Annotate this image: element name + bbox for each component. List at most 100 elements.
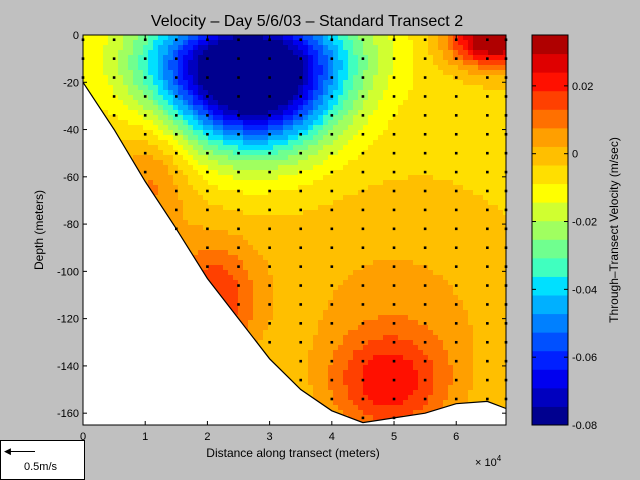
- field-cell: [343, 240, 349, 246]
- field-cell: [103, 105, 109, 111]
- field-cell: [328, 160, 334, 166]
- field-cell: [323, 195, 329, 201]
- field-cell: [383, 340, 389, 346]
- field-cell: [313, 355, 319, 361]
- field-cell: [483, 110, 489, 116]
- field-cell: [398, 115, 404, 121]
- field-cell: [238, 80, 244, 86]
- field-cell: [373, 260, 379, 266]
- field-cell: [173, 90, 179, 96]
- field-cell: [208, 85, 214, 91]
- field-cell: [378, 115, 384, 121]
- field-cell: [438, 225, 444, 231]
- field-cell: [228, 90, 234, 96]
- field-cell: [398, 50, 404, 56]
- field-cell: [353, 310, 359, 316]
- field-cell: [358, 295, 364, 301]
- field-cell: [168, 45, 174, 51]
- field-cell: [428, 40, 434, 46]
- field-cell: [253, 265, 259, 271]
- field-cell: [343, 190, 349, 196]
- field-cell: [123, 140, 129, 146]
- field-cell: [463, 165, 469, 171]
- field-cell: [168, 75, 174, 81]
- field-cell: [213, 35, 219, 41]
- field-cell: [323, 300, 329, 306]
- field-cell: [453, 65, 459, 71]
- field-cell: [373, 75, 379, 81]
- field-cell: [403, 350, 409, 356]
- field-cell: [188, 60, 194, 66]
- field-cell: [408, 195, 414, 201]
- field-cell: [248, 170, 254, 176]
- field-cell: [103, 95, 109, 101]
- field-cell: [473, 340, 479, 346]
- field-cell: [333, 340, 339, 346]
- field-cell: [383, 290, 389, 296]
- field-cell: [318, 235, 324, 241]
- field-cell: [428, 125, 434, 131]
- field-cell: [223, 180, 229, 186]
- field-cell: [308, 125, 314, 131]
- field-cell: [483, 380, 489, 386]
- field-cell: [163, 75, 169, 81]
- field-cell: [438, 330, 444, 336]
- field-cell: [348, 340, 354, 346]
- field-cell: [248, 310, 254, 316]
- field-cell: [383, 285, 389, 291]
- field-cell: [303, 95, 309, 101]
- field-cell: [448, 295, 454, 301]
- field-cell: [328, 80, 334, 86]
- field-cell: [488, 215, 494, 221]
- field-cell: [393, 200, 399, 206]
- field-cell: [173, 205, 179, 211]
- field-cell: [483, 230, 489, 236]
- field-cell: [288, 45, 294, 51]
- field-cell: [273, 325, 279, 331]
- field-cell: [468, 35, 474, 41]
- field-cell: [308, 300, 314, 306]
- field-cell: [118, 130, 124, 136]
- field-cell: [488, 80, 494, 86]
- field-cell: [468, 40, 474, 46]
- field-cell: [363, 250, 369, 256]
- field-cell: [453, 325, 459, 331]
- field-cell: [468, 55, 474, 61]
- field-cell: [303, 275, 309, 281]
- field-cell: [173, 145, 179, 151]
- field-cell: [93, 45, 99, 51]
- field-cell: [463, 185, 469, 191]
- field-cell: [373, 250, 379, 256]
- field-cell: [493, 100, 499, 106]
- field-cell: [448, 195, 454, 201]
- field-cell: [438, 45, 444, 51]
- field-cell: [333, 390, 339, 396]
- field-cell: [403, 250, 409, 256]
- field-cell: [248, 150, 254, 156]
- field-cell: [313, 90, 319, 96]
- field-cell: [498, 365, 504, 371]
- field-cell: [483, 70, 489, 76]
- field-cell: [478, 260, 484, 266]
- field-cell: [248, 180, 254, 186]
- field-cell: [313, 180, 319, 186]
- field-cell: [473, 85, 479, 91]
- field-cell: [453, 190, 459, 196]
- field-cell: [453, 220, 459, 226]
- field-cell: [213, 90, 219, 96]
- field-cell: [273, 230, 279, 236]
- field-cell: [468, 60, 474, 66]
- field-cell: [298, 325, 304, 331]
- field-cell: [213, 50, 219, 56]
- field-cell: [433, 135, 439, 141]
- field-cell: [168, 155, 174, 161]
- field-cell: [343, 145, 349, 151]
- field-cell: [338, 390, 344, 396]
- field-cell: [468, 355, 474, 361]
- field-cell: [98, 90, 104, 96]
- field-cell: [423, 325, 429, 331]
- field-cell: [263, 195, 269, 201]
- field-cell: [368, 365, 374, 371]
- field-cell: [298, 380, 304, 386]
- field-cell: [338, 280, 344, 286]
